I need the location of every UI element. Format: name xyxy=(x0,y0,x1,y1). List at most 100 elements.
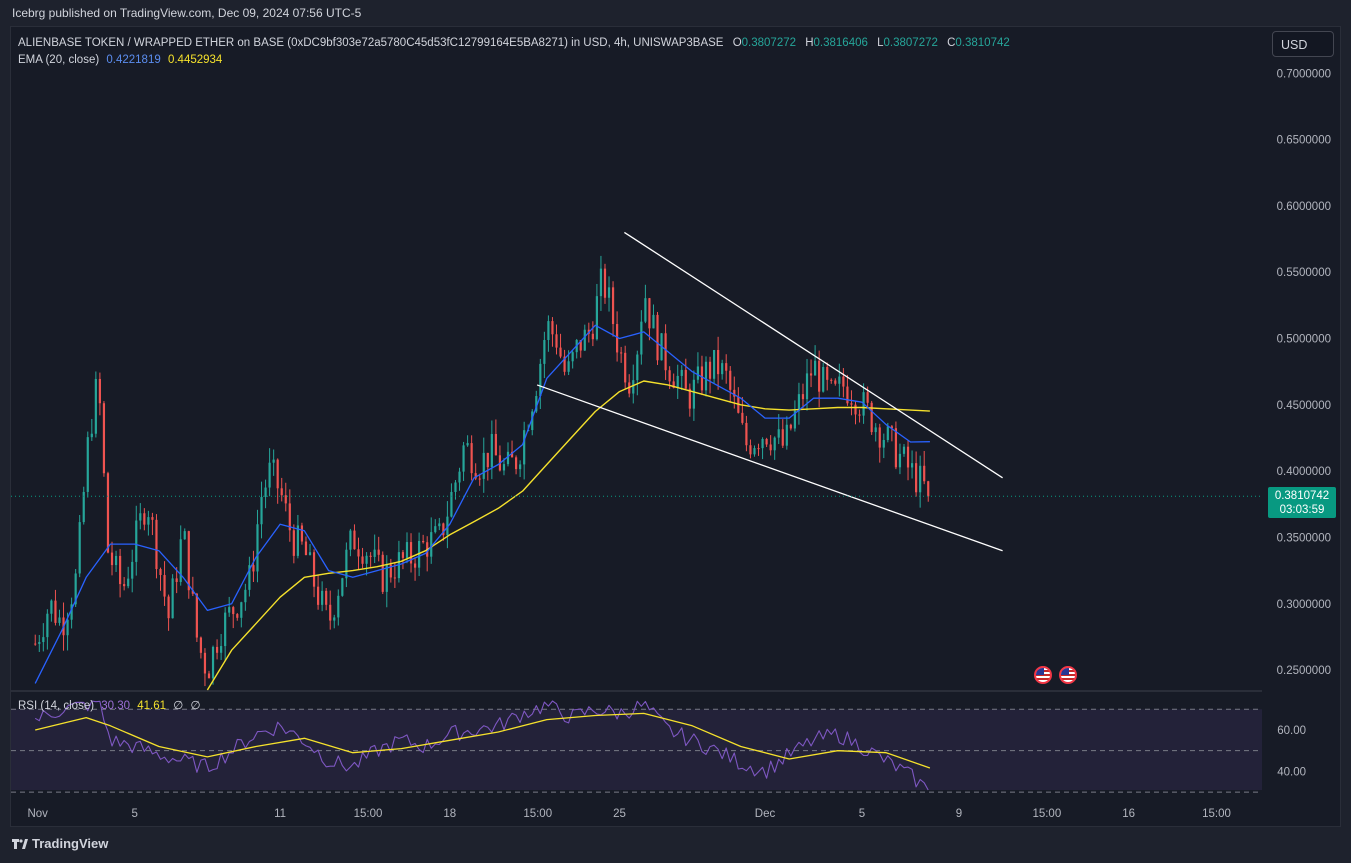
candle xyxy=(563,356,566,372)
candle xyxy=(454,482,457,492)
candle xyxy=(583,329,586,351)
currency-button[interactable]: USD xyxy=(1272,31,1334,57)
candle xyxy=(510,451,514,458)
candle xyxy=(365,555,368,564)
candle xyxy=(632,380,635,394)
candle xyxy=(276,459,279,489)
candle xyxy=(38,642,41,644)
ema-row[interactable]: EMA (20, close) 0.4221819 0.4452934 xyxy=(18,52,1016,69)
candle xyxy=(321,590,324,605)
candle xyxy=(393,577,396,579)
rsi-label: RSI (14, close) xyxy=(18,700,95,712)
us-flag-icon[interactable] xyxy=(1034,666,1052,684)
candle xyxy=(547,321,550,341)
time-tick-label: 15:00 xyxy=(354,808,383,820)
candle xyxy=(656,314,659,361)
candle xyxy=(773,437,776,451)
candle xyxy=(620,352,623,354)
candle xyxy=(607,287,611,298)
candle xyxy=(676,375,679,388)
candle xyxy=(761,438,764,449)
rsi-extra-1: ∅ xyxy=(173,700,184,712)
candle xyxy=(543,340,546,364)
rsi-level-label: 60.00 xyxy=(1277,725,1306,737)
candle xyxy=(224,612,227,647)
candle xyxy=(353,530,356,550)
candle xyxy=(906,446,910,468)
candle xyxy=(712,349,716,379)
candle xyxy=(381,554,384,592)
low-value: 0.3807272 xyxy=(883,37,938,49)
time-tick-label: Dec xyxy=(755,808,776,820)
us-flag-icon[interactable] xyxy=(1059,666,1077,684)
candle xyxy=(82,491,85,523)
candle xyxy=(203,652,207,674)
candle xyxy=(519,464,522,470)
candle xyxy=(721,363,724,375)
candle xyxy=(785,424,788,446)
candle xyxy=(680,369,683,376)
candle xyxy=(692,379,695,409)
candle xyxy=(652,314,655,329)
rsi-legend[interactable]: RSI (14, close) 30.30 41.61 ∅ ∅ xyxy=(18,698,201,712)
time-tick-label: 11 xyxy=(274,808,286,820)
candle xyxy=(167,596,170,619)
candle xyxy=(434,526,437,533)
candle xyxy=(78,522,81,574)
candle xyxy=(826,366,829,380)
candle xyxy=(894,428,898,468)
candle xyxy=(462,445,465,472)
candle xyxy=(834,380,837,384)
candle xyxy=(349,530,352,550)
candle xyxy=(599,268,603,297)
candle xyxy=(805,373,809,400)
last-price-tag: 0.3810742 03:03:59 xyxy=(1268,487,1336,518)
trendline-lower xyxy=(536,384,1003,552)
candle xyxy=(797,394,801,411)
candle xyxy=(846,386,849,404)
close-value: 0.3810742 xyxy=(955,37,1010,49)
price-tick-label: 0.2500000 xyxy=(1277,665,1331,677)
price-tick-label: 0.4000000 xyxy=(1277,466,1331,478)
candle xyxy=(502,464,506,471)
candle xyxy=(923,465,926,482)
high-label: H xyxy=(805,37,814,49)
candle xyxy=(228,607,231,613)
candle xyxy=(155,519,158,570)
rsi-line xyxy=(34,700,929,791)
candle xyxy=(341,578,344,596)
candle xyxy=(482,452,485,479)
high-value: 0.3816406 xyxy=(813,37,868,49)
candle xyxy=(236,614,239,618)
candle xyxy=(648,298,651,329)
candle xyxy=(195,593,198,638)
candle xyxy=(389,564,392,578)
candle xyxy=(187,531,190,591)
tradingview-logo-icon xyxy=(12,839,28,849)
candle xyxy=(268,462,271,488)
candle xyxy=(304,541,308,556)
candle xyxy=(801,394,805,400)
candle xyxy=(757,448,760,450)
tradingview-brand[interactable]: TradingView xyxy=(12,836,108,851)
candle xyxy=(458,471,461,483)
candle xyxy=(874,427,877,433)
symbol-row: ALIENBASE TOKEN / WRAPPED ETHER on BASE … xyxy=(18,35,1016,52)
bar-countdown: 03:03:59 xyxy=(1279,504,1325,516)
rsi-band xyxy=(11,709,1262,790)
price-tick-label: 0.6500000 xyxy=(1277,135,1331,147)
candle xyxy=(312,552,316,587)
candle xyxy=(789,424,792,429)
candle xyxy=(296,525,299,556)
candle xyxy=(102,403,106,474)
candle xyxy=(927,481,930,497)
candle xyxy=(409,542,413,564)
candle xyxy=(123,584,126,587)
candle xyxy=(559,347,562,357)
low-label: L xyxy=(877,37,884,49)
candle xyxy=(308,552,312,556)
candle xyxy=(850,403,853,405)
time-tick-label: 18 xyxy=(443,808,456,820)
candle xyxy=(127,578,130,587)
